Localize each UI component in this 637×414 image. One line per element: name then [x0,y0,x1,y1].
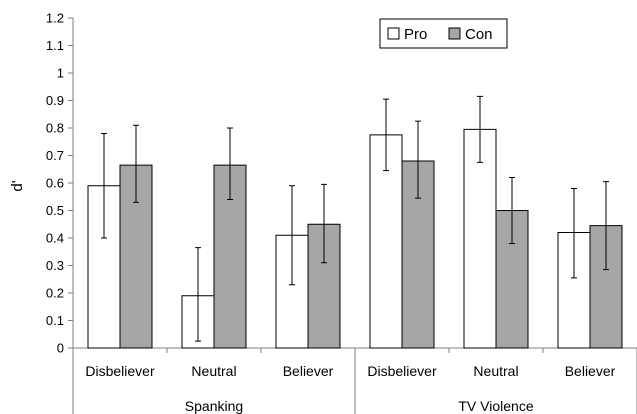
error-bars [101,95,609,342]
group-label: TV Violence [458,398,533,414]
legend-swatch-con [448,27,461,40]
legend-label-pro: Pro [404,26,427,43]
category-label: Believer [283,363,334,379]
y-tick-label: 0.8 [46,121,64,136]
legend-swatch-pro [387,27,400,40]
y-axis-label: d' [9,180,26,191]
bar-pro [275,234,309,349]
y-tick-label: 0.4 [46,231,64,246]
y-tick-label: 1.1 [46,38,64,53]
y-tick-label: 0.7 [46,148,64,163]
category-label: Disbeliever [367,363,437,379]
legend-box [379,18,508,49]
y-tick-label: 0.9 [46,93,64,108]
group-labels: Spanking TV Violence [185,398,534,414]
legend-label-con: Con [465,26,493,43]
y-tick-label: 0.1 [46,313,64,328]
category-label: Believer [565,363,616,379]
category-label: Neutral [473,363,518,379]
group-label: Spanking [185,398,243,414]
y-tick-label: 0 [57,341,64,356]
x-ticks [72,348,637,414]
legend: Pro Con [379,18,508,49]
bar-pro [463,128,497,349]
y-tick-label: 0.2 [46,286,64,301]
y-tick-label: 0.5 [46,203,64,218]
category-labels: Disbeliever Neutral Believer Disbeliever Neu… [85,363,615,379]
y-tick-label: 0.3 [46,258,64,273]
y-tick-label: 1.2 [46,11,64,26]
y-tick-label: 1 [57,66,64,81]
y-ticks: 0 0.1 0.2 0.3 0.4 0.5 0.6 0.7 0.8 0.9 1 1.1 1.2 [46,11,73,356]
category-label: Neutral [191,363,236,379]
bars [87,128,623,349]
category-label: Disbeliever [85,363,155,379]
y-tick-label: 0.6 [46,176,64,191]
